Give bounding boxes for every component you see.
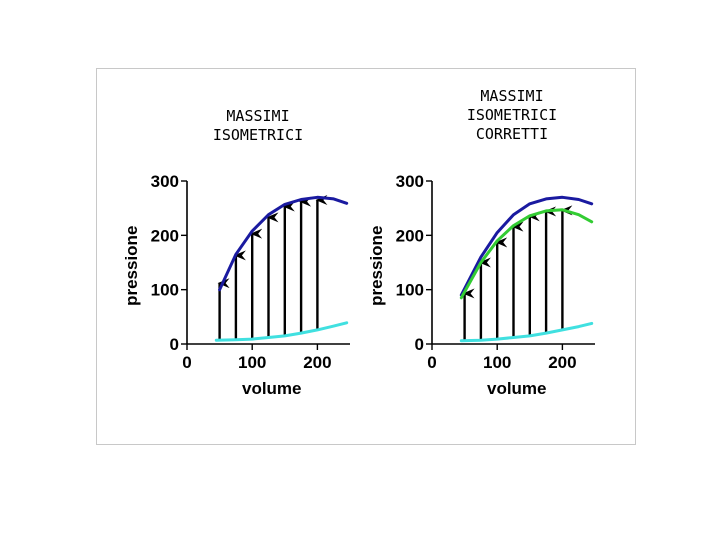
right-title-line-1: MASSIMI bbox=[480, 87, 544, 105]
left-x-axis-label: volume bbox=[242, 379, 302, 398]
left-y-axis-label: pressione bbox=[122, 226, 141, 306]
right-y-tick-label: 200 bbox=[396, 226, 424, 245]
left-series-passive bbox=[214, 321, 349, 342]
right-x-axis-label: volume bbox=[487, 379, 547, 398]
left-series-isometric-max bbox=[218, 195, 349, 292]
left-x-tick-label: 0 bbox=[182, 353, 191, 372]
right-series-corrected bbox=[459, 208, 594, 300]
left-x-tick-label: 200 bbox=[303, 353, 331, 372]
right-series-isometric-max bbox=[459, 195, 594, 297]
left-y-tick-label: 100 bbox=[151, 281, 179, 300]
right-y-tick-label: 100 bbox=[396, 281, 424, 300]
right-y-tick-label: 0 bbox=[415, 335, 424, 354]
left-chart-title: MASSIMI ISOMETRICI bbox=[196, 107, 320, 145]
left-title-line-1: MASSIMI bbox=[226, 107, 290, 125]
left-y-tick-label: 300 bbox=[151, 172, 179, 191]
left-y-tick-label: 0 bbox=[170, 335, 179, 354]
right-x-tick-label: 100 bbox=[483, 353, 511, 372]
right-x-tick-label: 0 bbox=[427, 353, 436, 372]
left-title-line-2: ISOMETRICI bbox=[212, 126, 304, 144]
right-series-passive bbox=[459, 321, 594, 343]
right-x-tick-label: 200 bbox=[548, 353, 576, 372]
right-y-tick-label: 300 bbox=[396, 172, 424, 191]
left-x-tick-label: 100 bbox=[238, 353, 266, 372]
right-title-line-2: ISOMETRICI bbox=[466, 106, 558, 124]
right-chart-title: MASSIMI ISOMETRICI CORRETTI bbox=[448, 87, 576, 144]
left-y-tick-label: 200 bbox=[151, 226, 179, 245]
right-y-axis-label: pressione bbox=[367, 226, 386, 306]
right-title-line-3: CORRETTI bbox=[475, 125, 549, 143]
figure-frame bbox=[96, 68, 636, 445]
